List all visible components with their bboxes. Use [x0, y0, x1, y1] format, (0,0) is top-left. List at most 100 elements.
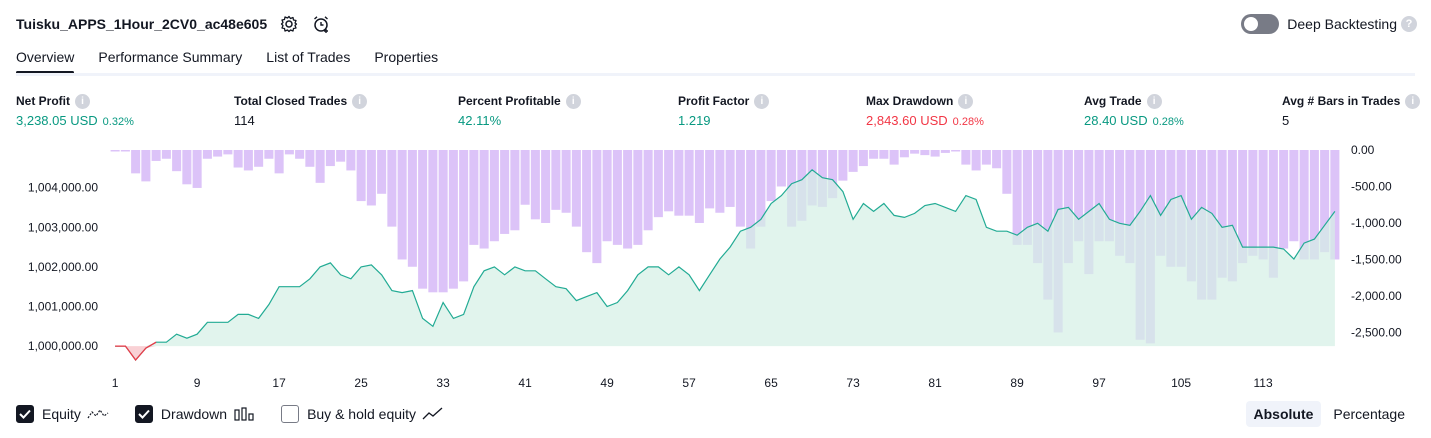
- drawdown-bar: [397, 150, 407, 260]
- legend-buyhold[interactable]: Buy & hold equity: [281, 405, 444, 423]
- tab-list-of-trades[interactable]: List of Trades: [266, 49, 351, 65]
- drawdown-bar: [1125, 150, 1135, 264]
- drawdown-bar: [213, 150, 223, 157]
- legend-equity[interactable]: Equity: [16, 405, 109, 423]
- drawdown-bar: [387, 150, 397, 227]
- drawdown-bar: [520, 150, 530, 205]
- drawdown-bar: [899, 150, 909, 158]
- drawdown-bar: [1033, 150, 1043, 264]
- alarm-add-icon[interactable]: [311, 14, 331, 34]
- x-axis-tick: 113: [1254, 376, 1273, 390]
- drawdown-bar: [920, 150, 930, 156]
- deep-backtesting-toggle[interactable]: [1241, 14, 1280, 34]
- drawdown-bar: [756, 150, 766, 227]
- metric-profit-factor: Profit Factor i 1.219: [678, 93, 770, 128]
- drawdown-bar: [592, 150, 602, 264]
- equity-line: [115, 169, 1336, 361]
- tab-overview[interactable]: Overview: [16, 44, 75, 74]
- percentage-button[interactable]: Percentage: [1333, 406, 1405, 422]
- metric-label: Avg # Bars in Trades: [1282, 94, 1401, 108]
- drawdown-bar: [869, 150, 879, 159]
- tab-properties[interactable]: Properties: [374, 49, 439, 65]
- absolute-button[interactable]: Absolute: [1245, 401, 1322, 427]
- drawdown-bar: [500, 150, 510, 234]
- drawdown-bar: [602, 150, 612, 242]
- drawdown-bar: [951, 150, 961, 152]
- drawdown-bar: [110, 150, 120, 152]
- equity-drawdown-chart[interactable]: 1,000,000.00 1,001,000.00 1,002,000.00 1,00…: [0, 140, 1431, 398]
- drawdown-bar: [623, 150, 633, 249]
- drawdown-bar: [1299, 150, 1309, 260]
- drawdown-bar: [1063, 150, 1073, 264]
- drawdown-bar: [346, 150, 356, 171]
- equity-checkbox[interactable]: [16, 405, 34, 423]
- info-icon[interactable]: i: [1405, 93, 1421, 109]
- drawdown-bar: [172, 150, 182, 172]
- drawdown-bar: [366, 150, 376, 206]
- gear-icon[interactable]: [279, 14, 299, 34]
- drawdown-bar: [879, 150, 889, 159]
- drawdown-checkbox[interactable]: [134, 405, 153, 423]
- x-axis-tick: 1: [112, 376, 119, 390]
- info-icon[interactable]: i: [565, 93, 581, 109]
- info-icon[interactable]: i: [75, 93, 90, 109]
- drawdown-bar: [1320, 150, 1330, 253]
- drawdown-bar: [1094, 150, 1104, 242]
- scale-mode: Absolute Percentage: [1242, 401, 1414, 427]
- info-icon[interactable]: i: [754, 93, 770, 109]
- strategy-title: Tuisku_APPS_1Hour_2CV0_ac48e605: [16, 16, 268, 32]
- legend-drawdown[interactable]: Drawdown: [134, 405, 255, 423]
- metric-value: 5: [1282, 113, 1290, 128]
- metric-avg-bars: Avg # Bars in Trades i 5: [1282, 93, 1421, 128]
- drawdown-bar: [202, 150, 212, 159]
- metric-value: 42.11%: [458, 113, 502, 128]
- drawdown-bar: [356, 150, 366, 202]
- drawdown-bar: [264, 150, 274, 159]
- drawdown-bar: [1238, 150, 1248, 264]
- drawdown-bar: [479, 150, 489, 249]
- buyhold-checkbox[interactable]: [281, 405, 300, 423]
- drawdown-bar: [151, 150, 161, 161]
- metric-value: 114: [234, 113, 255, 128]
- drawdown-bar: [1074, 150, 1084, 242]
- drawdown-bar: [705, 150, 715, 209]
- check-icon: [19, 409, 31, 419]
- info-icon[interactable]: i: [958, 93, 974, 109]
- toggle-knob: [1244, 17, 1259, 31]
- drawdown-bar: [325, 150, 335, 167]
- drawdown-bar: [715, 150, 725, 213]
- left-axis-tick: 1,001,000.00: [28, 300, 98, 314]
- right-axis-tick: -2,000.00: [1351, 289, 1402, 303]
- help-icon[interactable]: ?: [1401, 16, 1417, 32]
- drawdown-bar: [407, 150, 417, 267]
- metric-value: 28.40 USD: [1084, 113, 1148, 128]
- buyhold-line-icon: [422, 407, 444, 421]
- x-axis-tick: 25: [354, 376, 368, 390]
- left-axis-tick: 1,003,000.00: [28, 220, 98, 234]
- legend-equity-label: Equity: [42, 406, 81, 422]
- drawdown-bar: [735, 150, 745, 227]
- drawdown-bar: [653, 150, 663, 218]
- tab-performance-summary[interactable]: Performance Summary: [98, 49, 243, 65]
- info-icon[interactable]: i: [1146, 93, 1162, 109]
- info-icon[interactable]: i: [352, 93, 368, 109]
- drawdown-bar: [684, 150, 694, 216]
- x-axis-tick: 57: [682, 376, 696, 390]
- drawdown-bars-icon: [233, 407, 255, 421]
- right-axis-tick: -1,500.00: [1351, 253, 1402, 267]
- drawdown-bar: [664, 150, 674, 212]
- drawdown-bar: [766, 150, 776, 202]
- metric-total-closed-trades: Total Closed Trades i 114: [234, 93, 368, 128]
- drawdown-bar: [161, 150, 171, 159]
- drawdown-bar: [1279, 150, 1289, 249]
- metric-value: 1.219: [678, 113, 711, 128]
- metric-value: 2,843.60 USD: [866, 113, 948, 128]
- drawdown-bar: [541, 150, 551, 223]
- right-axis-tick: -500.00: [1351, 180, 1392, 194]
- metric-percent-profitable: Percent Profitable i 42.11%: [458, 93, 581, 128]
- drawdown-bar: [305, 150, 315, 167]
- drawdown-bar: [725, 150, 735, 207]
- x-axis-tick: 73: [846, 376, 860, 390]
- x-axis-tick: 49: [600, 376, 614, 390]
- drawdown-bar: [612, 150, 622, 245]
